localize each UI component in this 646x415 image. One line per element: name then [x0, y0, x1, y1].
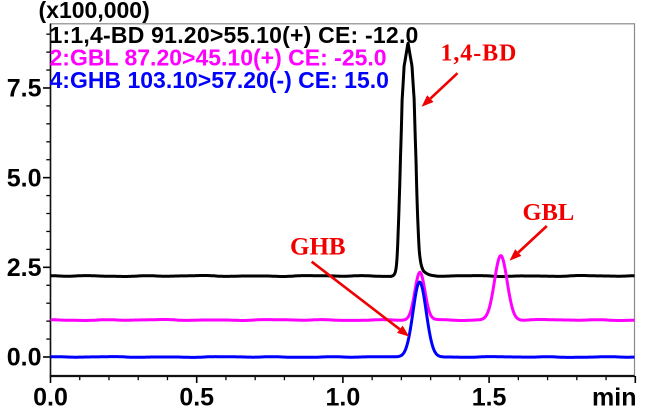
svg-text:(x100,000): (x100,000): [39, 0, 150, 23]
svg-text:GHB: GHB: [290, 234, 346, 261]
svg-text:2.5: 2.5: [7, 254, 42, 282]
svg-text:0.0: 0.0: [7, 344, 42, 372]
svg-text:0.5: 0.5: [179, 384, 214, 411]
svg-text:7.5: 7.5: [7, 75, 42, 103]
svg-text:1:1,4-BD 91.20>55.10(+) CE: -1: 1:1,4-BD 91.20>55.10(+) CE: -12.0: [50, 22, 419, 48]
svg-text:min: min: [592, 384, 636, 411]
svg-text:2:GBL 87.20>45.10(+) CE: -25.0: 2:GBL 87.20>45.10(+) CE: -25.0: [50, 45, 387, 71]
svg-text:4:GHB 103.10>57.20(-) CE: 15.0: 4:GHB 103.10>57.20(-) CE: 15.0: [50, 67, 389, 93]
svg-text:GBL: GBL: [523, 199, 575, 226]
svg-text:1.5: 1.5: [472, 384, 507, 411]
svg-text:1.0: 1.0: [326, 384, 361, 411]
svg-text:5.0: 5.0: [7, 164, 42, 192]
svg-text:1,4-BD: 1,4-BD: [441, 40, 518, 66]
svg-text:0.0: 0.0: [33, 384, 68, 411]
